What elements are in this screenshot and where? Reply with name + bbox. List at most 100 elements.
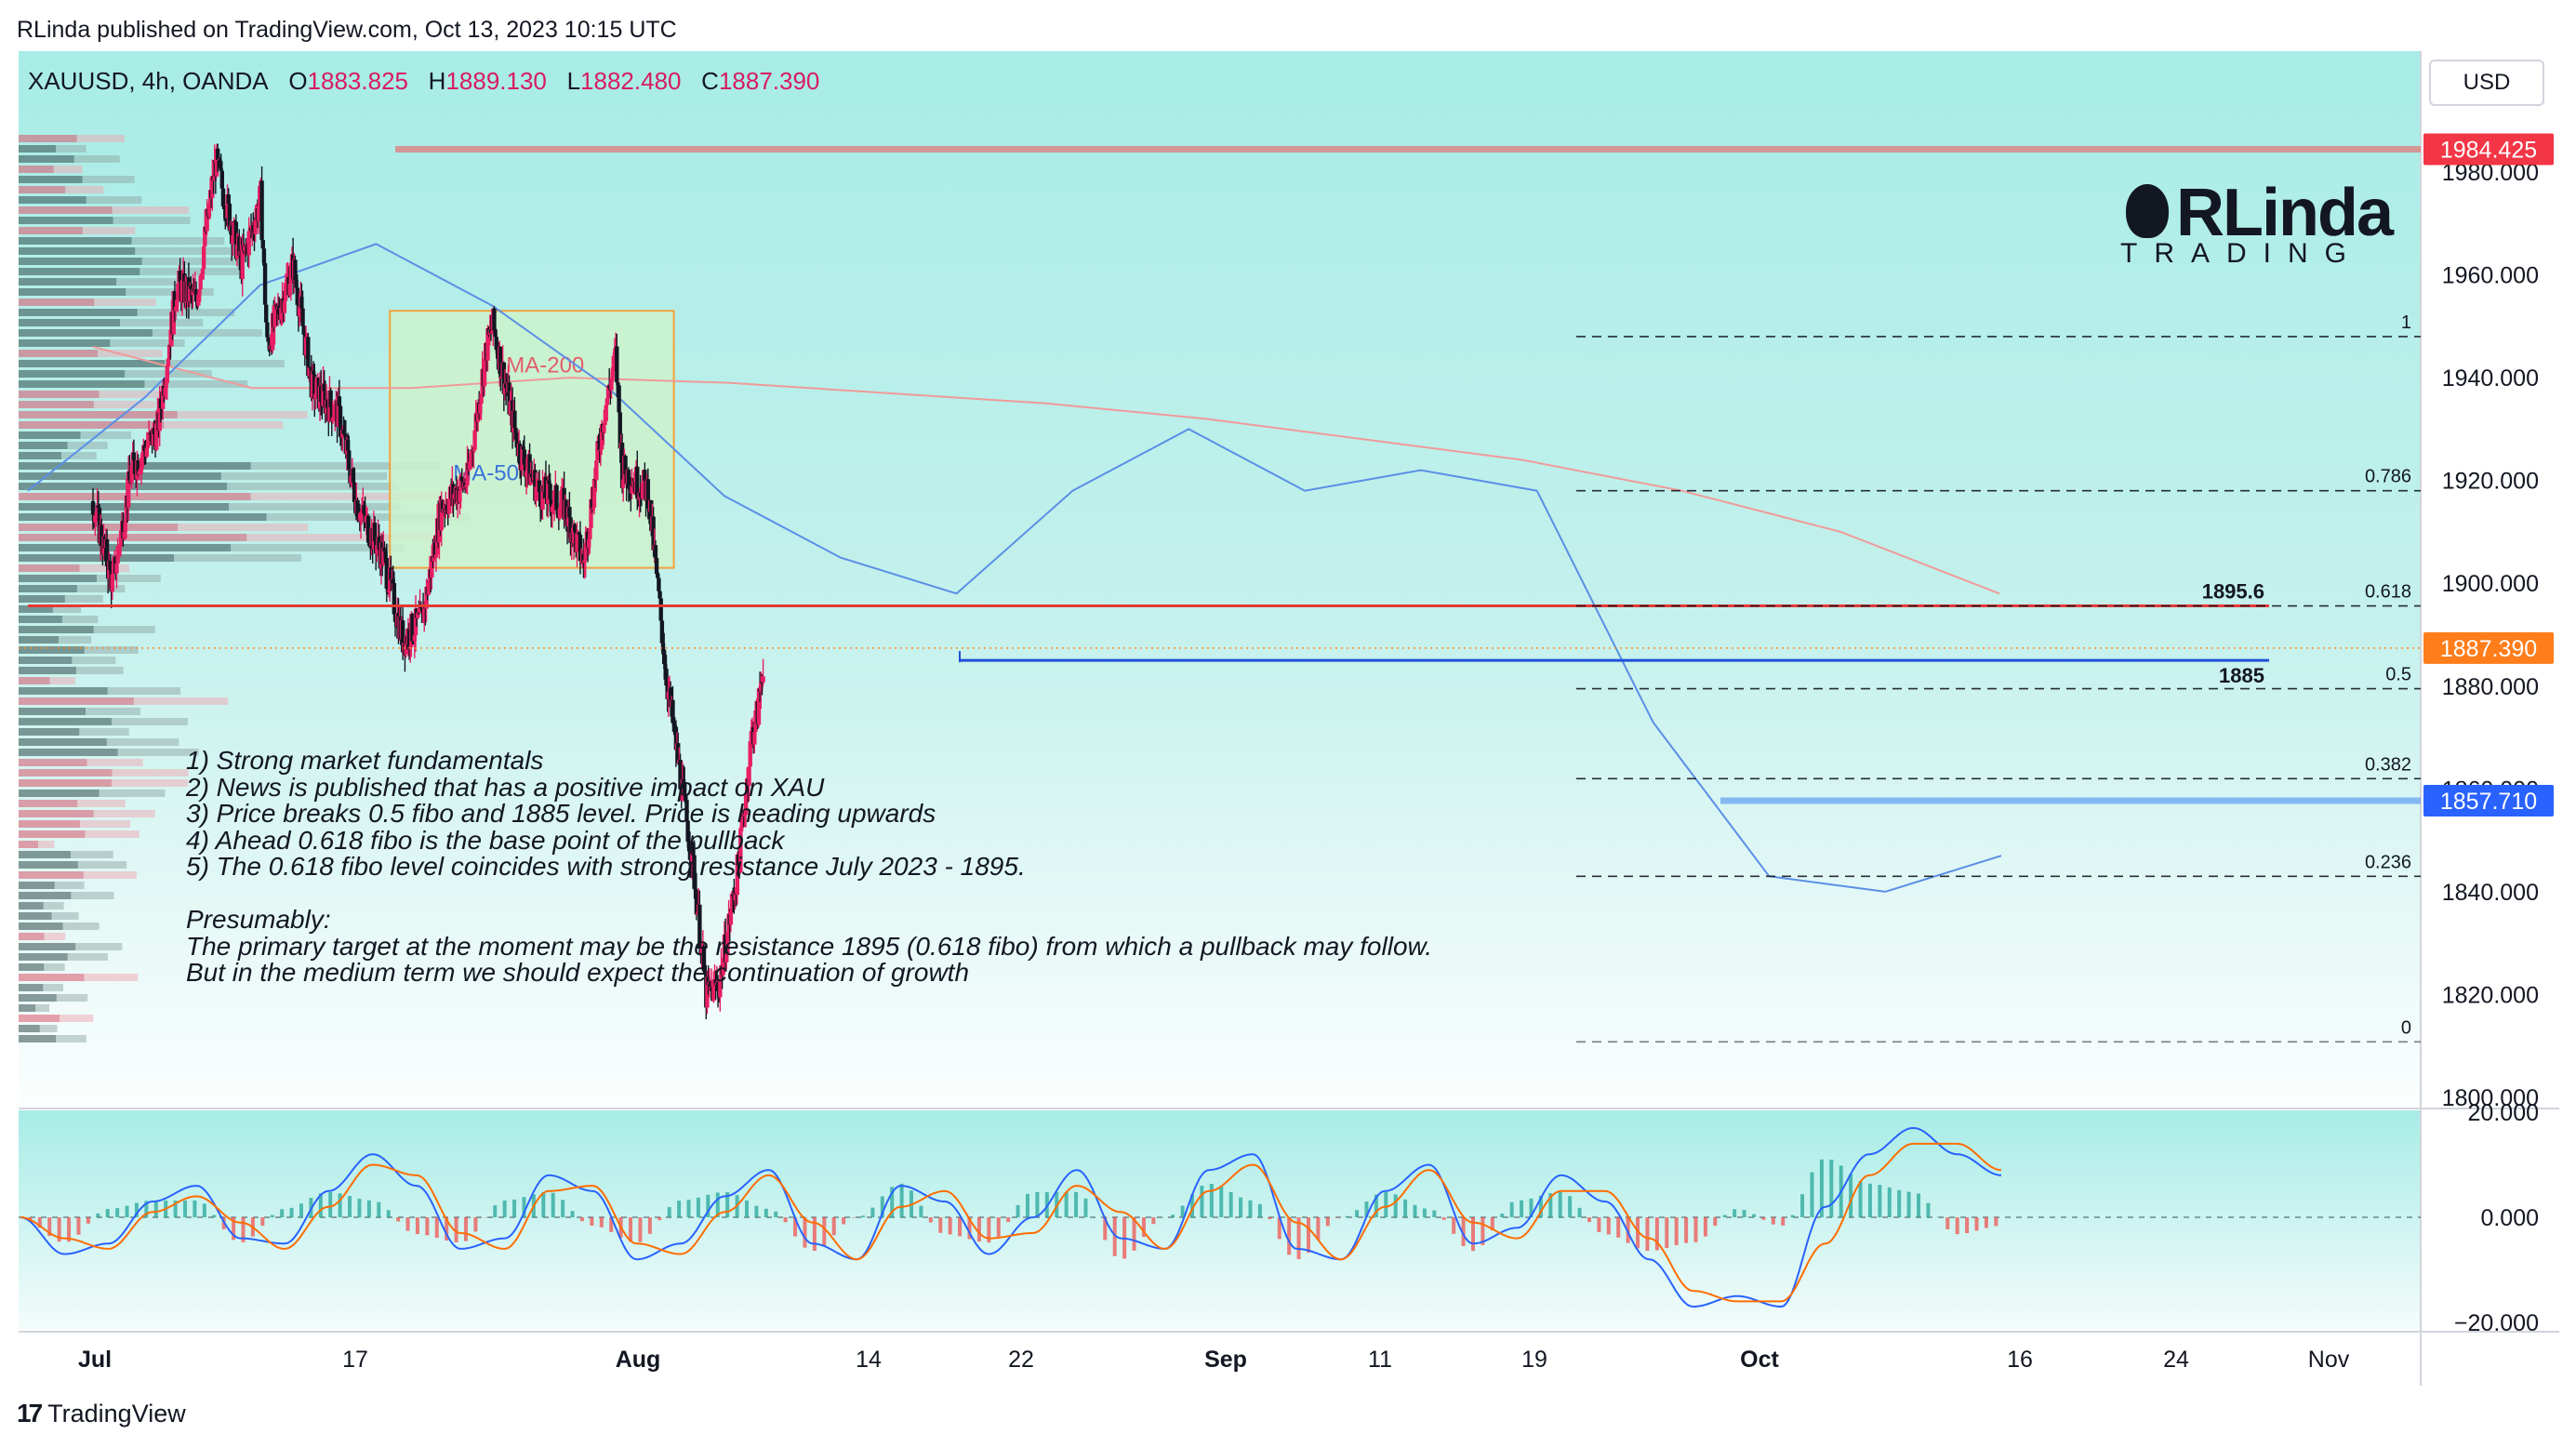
candle-body xyxy=(412,635,418,642)
candle-body xyxy=(175,299,179,307)
level-1885-label: 1885 xyxy=(2219,664,2264,687)
price-tick-label: 1840.000 xyxy=(2442,880,2539,906)
candle-body xyxy=(724,954,729,962)
candle-body xyxy=(706,976,710,986)
main-pane-bg xyxy=(19,51,2421,1107)
macd-histogram-bar xyxy=(318,1193,323,1217)
fib-ratio-label: 0.382 xyxy=(2365,754,2411,775)
volume-profile-bar xyxy=(19,861,78,869)
candle-body xyxy=(221,206,227,209)
fib-ratio-label: 0.236 xyxy=(2365,852,2411,872)
macd-histogram-bar xyxy=(493,1205,498,1217)
volume-profile-bar xyxy=(19,984,44,991)
candle-body xyxy=(340,429,345,438)
candle-body xyxy=(338,405,343,437)
macd-histogram-bar xyxy=(1684,1217,1689,1243)
candle-body xyxy=(657,591,662,599)
volume-profile-bar xyxy=(19,749,118,756)
tradingview-footer-logo[interactable]: 17 TradingView xyxy=(17,1399,186,1428)
volume-profile-bar xyxy=(126,288,214,296)
candle-body xyxy=(410,614,415,642)
candle-body xyxy=(203,226,207,246)
macd-histogram-bar xyxy=(212,1215,217,1217)
volume-profile-bar xyxy=(19,1004,36,1012)
macd-histogram-bar xyxy=(1693,1217,1698,1242)
candle-body xyxy=(201,246,206,270)
candle-body xyxy=(676,743,681,763)
time-tick-label: Oct xyxy=(1740,1347,1779,1373)
macd-histogram-bar xyxy=(996,1217,1001,1237)
candle-body xyxy=(760,682,764,684)
candle-body xyxy=(472,430,477,450)
volume-profile-bar xyxy=(19,421,165,429)
brand-name: RLinda xyxy=(2176,176,2394,250)
candle-body xyxy=(534,486,538,501)
candle-body xyxy=(129,465,134,484)
candle-body xyxy=(691,843,696,856)
candle-body xyxy=(142,445,147,451)
macd-histogram-bar xyxy=(57,1217,61,1242)
volume-profile-bar xyxy=(44,933,66,940)
candle-body xyxy=(568,517,573,543)
macd-histogram-bar xyxy=(1645,1217,1650,1252)
candle-body xyxy=(276,306,282,315)
volume-profile-bar xyxy=(84,646,139,654)
candle-body xyxy=(94,514,99,517)
candle-body xyxy=(178,271,182,282)
volume-profile-bar xyxy=(131,237,225,245)
candle-body xyxy=(223,208,228,219)
macd-histogram-bar xyxy=(1577,1207,1582,1217)
candle-body xyxy=(607,385,612,389)
candle-body xyxy=(336,396,340,427)
macd-histogram-bar xyxy=(1239,1197,1243,1217)
candle-body xyxy=(127,471,132,481)
candle-body xyxy=(701,946,707,972)
candle-body xyxy=(463,483,468,487)
candle-body xyxy=(723,934,728,962)
volume-profile-bar xyxy=(19,299,95,306)
volume-profile-bar xyxy=(44,963,65,971)
macd-histogram-bar xyxy=(415,1217,419,1235)
candle-body xyxy=(108,561,113,571)
fib-ratio-label: 0 xyxy=(2401,1017,2411,1038)
macd-histogram-bar xyxy=(1529,1198,1534,1217)
macd-histogram-bar xyxy=(1006,1217,1011,1223)
volume-profile-bar xyxy=(19,616,62,623)
macd-histogram-bar xyxy=(366,1200,371,1217)
price-tick-label: 1800.000 xyxy=(2442,1085,2539,1111)
candle-body xyxy=(253,219,258,235)
volume-profile-bar xyxy=(144,380,248,388)
candle-body xyxy=(144,447,150,458)
fib-ratio-label: 0.786 xyxy=(2365,467,2411,487)
volume-profile-bar xyxy=(19,820,80,828)
macd-histogram-bar xyxy=(125,1205,129,1217)
volume-profile-bar xyxy=(19,196,86,204)
macd-histogram-bar xyxy=(1636,1217,1640,1249)
macd-histogram-bar xyxy=(1171,1215,1175,1217)
candle-body xyxy=(196,294,201,306)
macd-histogram-bar xyxy=(1751,1214,1756,1217)
candle-body xyxy=(297,306,302,316)
macd-histogram-bar xyxy=(1306,1217,1310,1254)
candle-body xyxy=(581,553,586,564)
candle-body xyxy=(100,524,104,546)
currency-button[interactable]: USD xyxy=(2429,60,2544,106)
ma50-line xyxy=(27,243,2002,893)
candle-body xyxy=(498,346,503,378)
candle-body xyxy=(115,548,120,564)
candle-body xyxy=(233,221,239,259)
candle-body xyxy=(582,560,587,564)
candle-body xyxy=(752,732,757,745)
macd-histogram-bar xyxy=(1917,1193,1921,1217)
candle-body xyxy=(301,325,306,335)
volume-profile-bar xyxy=(76,585,126,592)
symbol-name[interactable]: XAUUSD, 4h, OANDA xyxy=(28,67,269,95)
candle-body xyxy=(567,507,572,518)
candle-body xyxy=(166,344,172,359)
volume-profile-bar xyxy=(19,534,247,541)
candle-body xyxy=(325,400,330,408)
macd-histogram-bar xyxy=(241,1217,246,1242)
macd-histogram-bar xyxy=(348,1196,352,1217)
macd-histogram-bar xyxy=(1616,1217,1621,1238)
candle-body xyxy=(367,542,372,546)
